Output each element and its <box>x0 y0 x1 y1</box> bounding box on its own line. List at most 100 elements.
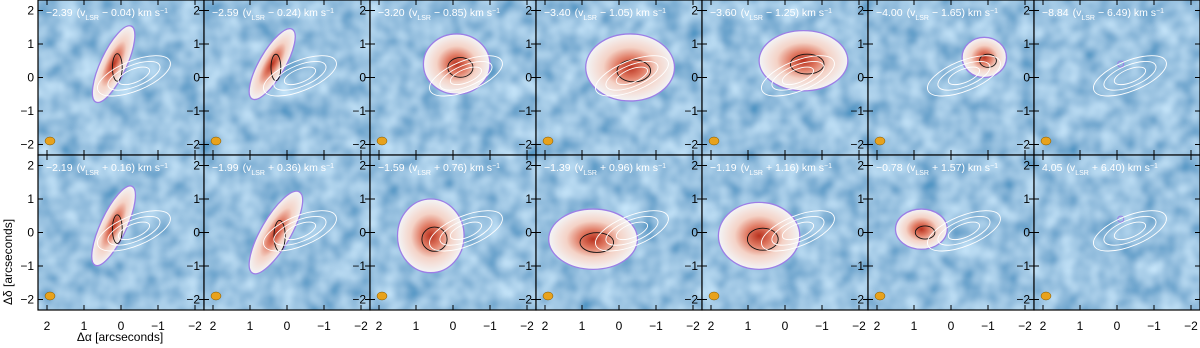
label-sub: LSR <box>1081 15 1095 22</box>
black-contour <box>979 53 997 68</box>
y-tick-label: 1 <box>359 37 366 51</box>
white-contour <box>449 66 483 86</box>
x-tick-label: −1 <box>981 319 995 333</box>
white-contour <box>615 221 649 241</box>
y-tick-label: −1 <box>850 104 864 118</box>
panel-image <box>702 0 868 155</box>
channel-label: −2.39 (vLSR − 0.04) km s−1 <box>46 7 168 22</box>
white-contour <box>595 210 669 252</box>
beam <box>874 291 886 301</box>
label-open: (v <box>1066 162 1075 174</box>
y-tick-label: −2 <box>186 138 200 152</box>
y-tick-label: 0 <box>1023 71 1030 85</box>
velocity: 4.05 <box>1042 162 1063 174</box>
label-sup: −1 <box>658 8 666 15</box>
emission-blob <box>717 201 801 271</box>
emission-blob <box>961 36 1008 79</box>
y-tick-label: 1 <box>27 192 34 206</box>
x-tick-label: 1 <box>413 319 420 333</box>
label-sup: −1 <box>160 163 168 170</box>
label-close: ) km s <box>629 7 658 19</box>
label-open: (v <box>907 7 916 19</box>
y-tick-label: −1 <box>20 259 34 273</box>
y-tick-label: 1 <box>525 192 532 206</box>
label-open: (v <box>575 7 584 19</box>
x-tick-label: 0 <box>118 319 125 333</box>
beam <box>708 136 720 146</box>
label-sub: LSR <box>251 15 265 22</box>
x-tick-label: −1 <box>1147 319 1161 333</box>
label-open: (v <box>741 7 750 19</box>
y-tick-label: 0 <box>691 71 698 85</box>
panel: −1.59 (vLSR + 0.76) km s−1 <box>369 154 537 311</box>
channel-label: 4.05 (vLSR + 6.40) km s−1 <box>1042 162 1158 177</box>
panel-image <box>38 155 204 310</box>
x-tick-label: 2 <box>874 319 881 333</box>
y-tick-label: 2 <box>857 159 864 173</box>
offset: − 1.25 <box>766 7 796 19</box>
velocity: −8.84 <box>1042 7 1069 19</box>
x-tick-label: 0 <box>948 319 955 333</box>
x-tick-label: −2 <box>354 319 368 333</box>
beam <box>44 291 56 301</box>
y-tick-label: 2 <box>525 4 532 18</box>
sky-background <box>204 0 370 155</box>
panel: −2.39 (vLSR − 0.04) km s−1 <box>37 0 205 156</box>
white-contour <box>615 66 649 86</box>
label-close: ) km s <box>795 7 824 19</box>
velocity: −2.19 <box>46 162 73 174</box>
y-tick-label: 0 <box>1023 226 1030 240</box>
channel-label: −4.00 (vLSR − 1.65) km s−1 <box>876 7 998 22</box>
label-sub: LSR <box>417 15 431 22</box>
emission-blob <box>894 208 948 250</box>
white-contour <box>781 221 815 241</box>
x-tick-label: 0 <box>616 319 623 333</box>
white-contour <box>1113 66 1147 86</box>
x-tick-label: −2 <box>1184 319 1198 333</box>
panel-image <box>38 0 204 155</box>
white-contour <box>937 215 991 246</box>
x-tick-label: −2 <box>520 319 534 333</box>
white-contour <box>283 66 317 86</box>
channel-label: −1.99 (vLSR + 0.36) km s−1 <box>212 162 334 177</box>
y-tick-label: −1 <box>518 104 532 118</box>
emission-blob <box>758 29 849 92</box>
label-sub: LSR <box>583 15 597 22</box>
y-tick-label: −1 <box>352 259 366 273</box>
white-contour <box>605 215 659 246</box>
panel: −3.60 (vLSR − 1.25) km s−1 <box>701 0 869 156</box>
y-tick-label: −1 <box>20 104 34 118</box>
label-sub: LSR <box>749 170 763 177</box>
label-sup: −1 <box>326 8 334 15</box>
label-open: (v <box>409 162 418 174</box>
y-tick-label: 1 <box>857 192 864 206</box>
x-tick-label: 1 <box>81 319 88 333</box>
y-tick-label: 0 <box>193 226 200 240</box>
label-open: (v <box>77 7 86 19</box>
label-close: ) km s <box>629 162 658 174</box>
velocity: −3.60 <box>710 7 737 19</box>
black-contour <box>746 227 779 251</box>
beam <box>708 291 720 301</box>
y-tick-label: 0 <box>27 71 34 85</box>
white-contour <box>97 210 171 252</box>
velocity: −2.59 <box>212 7 239 19</box>
white-contour <box>273 215 327 246</box>
x-tick-label: 1 <box>745 319 752 333</box>
y-tick-label: −2 <box>1016 293 1030 307</box>
y-tick-label: 1 <box>691 192 698 206</box>
offset: − 0.85 <box>434 7 464 19</box>
label-sup: −1 <box>658 163 666 170</box>
panel-image <box>370 155 536 310</box>
x-tick-label: 1 <box>579 319 586 333</box>
label-sup: −1 <box>990 8 998 15</box>
y-tick-label: 1 <box>525 37 532 51</box>
x-tick-label: 2 <box>708 319 715 333</box>
velocity: −1.19 <box>710 162 737 174</box>
y-tick-label: 0 <box>691 226 698 240</box>
label-sup: −1 <box>824 163 832 170</box>
x-tick-label: 1 <box>1077 319 1084 333</box>
y-tick-label: 1 <box>691 37 698 51</box>
y-tick-label: −1 <box>684 104 698 118</box>
y-tick-label: 2 <box>193 159 200 173</box>
